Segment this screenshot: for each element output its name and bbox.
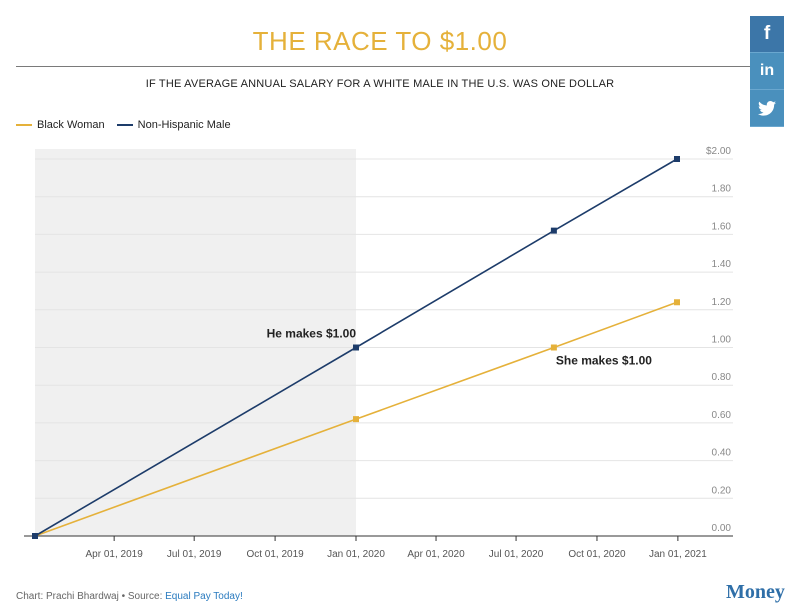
- data-point: [353, 344, 359, 351]
- credit-text: Chart: Prachi Bhardwaj • Source:: [16, 591, 166, 602]
- data-point: [550, 344, 557, 351]
- y-tick-label: 1.80: [712, 184, 732, 195]
- facebook-icon: f: [763, 23, 771, 44]
- legend-label: Black Woman: [37, 119, 105, 131]
- y-tick-label: 0.20: [712, 485, 732, 496]
- legend-label: Non-Hispanic Male: [137, 119, 231, 131]
- twitter-icon: [758, 100, 776, 116]
- y-tick-label: 0.80: [712, 372, 732, 383]
- x-tick-label: Oct 01, 2019: [246, 549, 304, 560]
- data-point: [353, 416, 359, 423]
- annotation-label: He makes $1.00: [267, 327, 357, 341]
- twitter-share-button[interactable]: [750, 90, 784, 127]
- x-tick-label: Oct 01, 2020: [568, 549, 626, 560]
- x-tick-label: Jul 01, 2020: [489, 549, 544, 560]
- facebook-share-button[interactable]: f: [750, 16, 784, 53]
- y-tick-label: 1.20: [712, 297, 732, 308]
- data-point: [674, 156, 680, 162]
- legend-item-non-hispanic-male: Non-Hispanic Male: [116, 119, 231, 131]
- data-point: [674, 299, 680, 306]
- x-tick-label: Apr 01, 2019: [86, 549, 144, 560]
- legend-swatch: [116, 124, 133, 126]
- linkedin-icon: in: [759, 62, 775, 79]
- money-logo: Money: [726, 581, 785, 603]
- legend-swatch: [16, 124, 32, 126]
- y-tick-label: 0.40: [712, 448, 732, 459]
- y-tick-label: 0.00: [712, 523, 732, 534]
- x-tick-label: Jan 01, 2020: [327, 549, 385, 560]
- y-tick-label: 1.60: [712, 221, 732, 232]
- source-link[interactable]: Equal Pay Today!: [165, 591, 243, 602]
- shaded-region: [35, 149, 356, 536]
- linkedin-share-button[interactable]: in: [750, 53, 784, 90]
- series-line-black-woman: [34, 301, 678, 537]
- data-point: [32, 533, 38, 539]
- legend-item-black-woman: Black Woman: [16, 119, 105, 131]
- chart-subtitle: IF THE AVERAGE ANNUAL SALARY FOR A WHITE…: [145, 78, 615, 90]
- series-line-non-hispanic-male: [34, 158, 678, 537]
- chart-title: THE RACE TO $1.00: [252, 26, 508, 56]
- title-divider: [16, 66, 750, 67]
- y-tick-label: 0.60: [712, 410, 732, 421]
- chart-legend: Black Woman Non-Hispanic Male: [16, 119, 243, 131]
- chart-footer: Chart: Prachi Bhardwaj • Source: Equal P…: [16, 591, 243, 602]
- y-tick-label: $2.00: [706, 146, 731, 157]
- y-tick-label: 1.40: [712, 259, 732, 270]
- x-tick-label: Jul 01, 2019: [167, 549, 222, 560]
- social-share-bar: f in: [750, 16, 784, 127]
- data-point: [550, 227, 557, 234]
- x-tick-label: Apr 01, 2020: [407, 549, 465, 560]
- x-tick-label: Jan 01, 2021: [649, 549, 707, 560]
- annotation-label: She makes $1.00: [556, 354, 652, 368]
- y-tick-label: 1.00: [712, 335, 732, 346]
